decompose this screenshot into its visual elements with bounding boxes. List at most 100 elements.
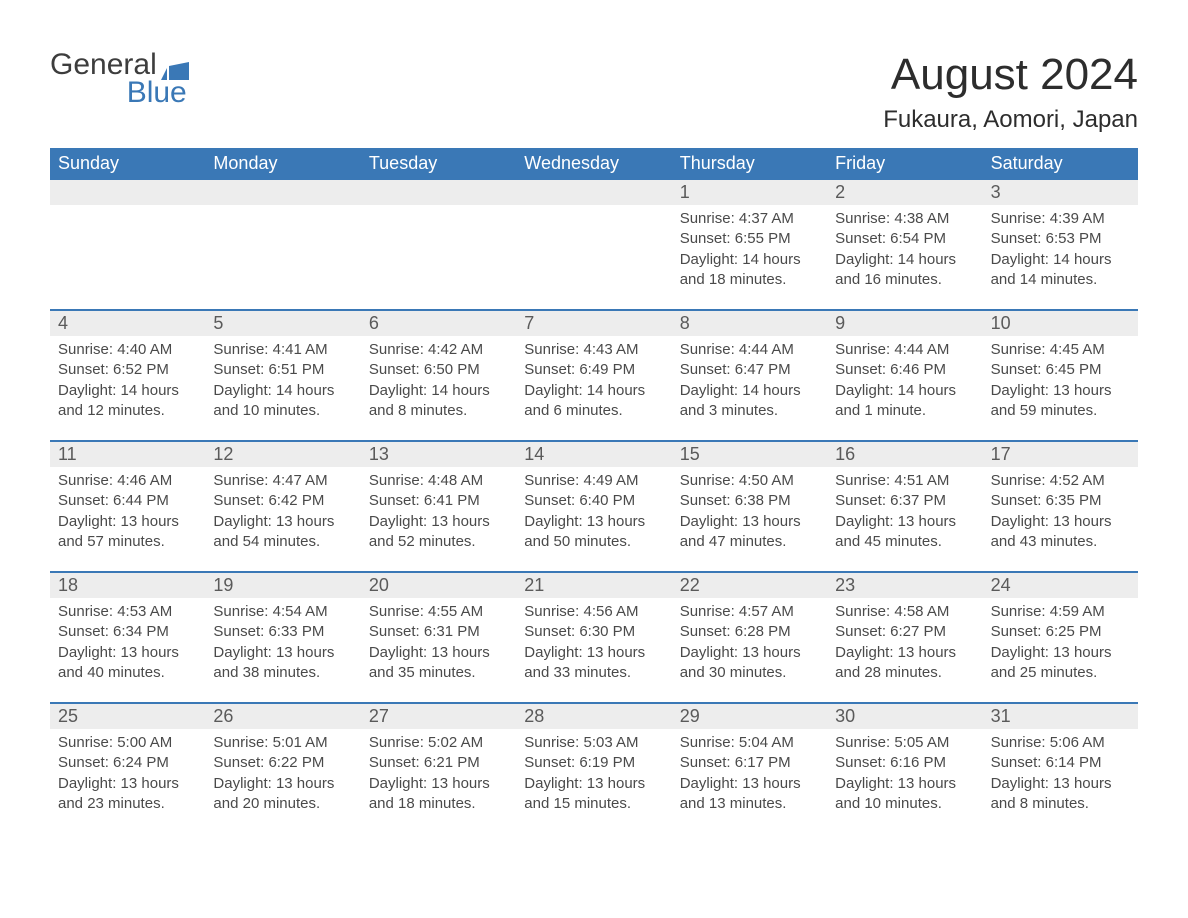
title-block: August 2024 Fukaura, Aomori, Japan (883, 50, 1138, 134)
day-detail-cell: Sunrise: 4:55 AMSunset: 6:31 PMDaylight:… (361, 598, 516, 688)
daylight-line: Daylight: 13 hours and 18 minutes. (369, 774, 508, 815)
day-detail-cell: Sunrise: 5:06 AMSunset: 6:14 PMDaylight:… (983, 729, 1138, 819)
dow-header: Friday (827, 148, 982, 180)
sunrise-line: Sunrise: 5:00 AM (58, 733, 197, 753)
sunset-line: Sunset: 6:34 PM (58, 622, 197, 642)
day-detail-cell: Sunrise: 4:44 AMSunset: 6:46 PMDaylight:… (827, 336, 982, 426)
sunset-line: Sunset: 6:25 PM (991, 622, 1130, 642)
sunset-line: Sunset: 6:35 PM (991, 491, 1130, 511)
sunrise-line: Sunrise: 5:01 AM (213, 733, 352, 753)
daylight-line: Daylight: 14 hours and 12 minutes. (58, 381, 197, 422)
sunrise-line: Sunrise: 4:58 AM (835, 602, 974, 622)
day-number-cell: 15 (672, 442, 827, 467)
location-subtitle: Fukaura, Aomori, Japan (883, 106, 1138, 134)
sunrise-line: Sunrise: 4:38 AM (835, 209, 974, 229)
sunrise-line: Sunrise: 4:48 AM (369, 471, 508, 491)
sunrise-line: Sunrise: 4:42 AM (369, 340, 508, 360)
day-number-cell: 28 (516, 704, 671, 729)
daylight-line: Daylight: 14 hours and 10 minutes. (213, 381, 352, 422)
sunrise-line: Sunrise: 4:43 AM (524, 340, 663, 360)
sunrise-line: Sunrise: 4:37 AM (680, 209, 819, 229)
day-detail-cell: Sunrise: 5:05 AMSunset: 6:16 PMDaylight:… (827, 729, 982, 819)
day-number-cell: 3 (983, 180, 1138, 205)
sunrise-line: Sunrise: 4:56 AM (524, 602, 663, 622)
day-number-cell: 22 (672, 573, 827, 598)
daylight-line: Daylight: 14 hours and 3 minutes. (680, 381, 819, 422)
day-detail-cell: Sunrise: 4:42 AMSunset: 6:50 PMDaylight:… (361, 336, 516, 426)
day-detail-cell: Sunrise: 4:49 AMSunset: 6:40 PMDaylight:… (516, 467, 671, 557)
day-number-cell: 18 (50, 573, 205, 598)
sunrise-line: Sunrise: 5:03 AM (524, 733, 663, 753)
dow-header: Wednesday (516, 148, 671, 180)
day-detail-cell (205, 205, 360, 295)
day-detail-cell: Sunrise: 5:01 AMSunset: 6:22 PMDaylight:… (205, 729, 360, 819)
day-detail-cell: Sunrise: 4:43 AMSunset: 6:49 PMDaylight:… (516, 336, 671, 426)
day-detail-cell: Sunrise: 4:52 AMSunset: 6:35 PMDaylight:… (983, 467, 1138, 557)
day-number-cell: 27 (361, 704, 516, 729)
month-title: August 2024 (883, 50, 1138, 100)
daylight-line: Daylight: 14 hours and 1 minute. (835, 381, 974, 422)
daylight-line: Daylight: 14 hours and 16 minutes. (835, 250, 974, 291)
daylight-line: Daylight: 13 hours and 47 minutes. (680, 512, 819, 553)
day-detail-cell: Sunrise: 4:47 AMSunset: 6:42 PMDaylight:… (205, 467, 360, 557)
sunrise-line: Sunrise: 4:59 AM (991, 602, 1130, 622)
daylight-line: Daylight: 13 hours and 23 minutes. (58, 774, 197, 815)
sunrise-line: Sunrise: 4:44 AM (835, 340, 974, 360)
sunset-line: Sunset: 6:44 PM (58, 491, 197, 511)
day-number-cell (50, 180, 205, 205)
sunrise-line: Sunrise: 4:39 AM (991, 209, 1130, 229)
sunrise-line: Sunrise: 4:51 AM (835, 471, 974, 491)
daylight-line: Daylight: 13 hours and 8 minutes. (991, 774, 1130, 815)
daylight-line: Daylight: 13 hours and 33 minutes. (524, 643, 663, 684)
sunrise-line: Sunrise: 5:04 AM (680, 733, 819, 753)
sunrise-line: Sunrise: 4:49 AM (524, 471, 663, 491)
day-detail-cell: Sunrise: 4:41 AMSunset: 6:51 PMDaylight:… (205, 336, 360, 426)
day-detail-cell: Sunrise: 5:04 AMSunset: 6:17 PMDaylight:… (672, 729, 827, 819)
daylight-line: Daylight: 13 hours and 25 minutes. (991, 643, 1130, 684)
daylight-line: Daylight: 14 hours and 14 minutes. (991, 250, 1130, 291)
sunset-line: Sunset: 6:21 PM (369, 753, 508, 773)
sunset-line: Sunset: 6:24 PM (58, 753, 197, 773)
day-detail-cell: Sunrise: 4:46 AMSunset: 6:44 PMDaylight:… (50, 467, 205, 557)
day-number-cell: 17 (983, 442, 1138, 467)
header: General Blue August 2024 Fukaura, Aomori… (50, 50, 1138, 134)
daylight-line: Daylight: 13 hours and 45 minutes. (835, 512, 974, 553)
sunset-line: Sunset: 6:37 PM (835, 491, 974, 511)
day-number-cell (516, 180, 671, 205)
calendar-grid: SundayMondayTuesdayWednesdayThursdayFrid… (50, 148, 1138, 819)
day-number-cell: 16 (827, 442, 982, 467)
sunrise-line: Sunrise: 4:47 AM (213, 471, 352, 491)
sunset-line: Sunset: 6:16 PM (835, 753, 974, 773)
daylight-line: Daylight: 13 hours and 40 minutes. (58, 643, 197, 684)
daylight-line: Daylight: 13 hours and 10 minutes. (835, 774, 974, 815)
sunrise-line: Sunrise: 4:55 AM (369, 602, 508, 622)
sunrise-line: Sunrise: 4:50 AM (680, 471, 819, 491)
sunset-line: Sunset: 6:45 PM (991, 360, 1130, 380)
daylight-line: Daylight: 14 hours and 8 minutes. (369, 381, 508, 422)
day-number-cell: 20 (361, 573, 516, 598)
sunset-line: Sunset: 6:54 PM (835, 229, 974, 249)
day-number-cell: 25 (50, 704, 205, 729)
day-detail-cell: Sunrise: 4:48 AMSunset: 6:41 PMDaylight:… (361, 467, 516, 557)
daylight-line: Daylight: 13 hours and 43 minutes. (991, 512, 1130, 553)
day-number-cell: 21 (516, 573, 671, 598)
dow-header: Thursday (672, 148, 827, 180)
sunset-line: Sunset: 6:22 PM (213, 753, 352, 773)
day-number-cell: 2 (827, 180, 982, 205)
day-number-cell: 10 (983, 311, 1138, 336)
sunset-line: Sunset: 6:19 PM (524, 753, 663, 773)
daylight-line: Daylight: 13 hours and 54 minutes. (213, 512, 352, 553)
sunset-line: Sunset: 6:40 PM (524, 491, 663, 511)
sunset-line: Sunset: 6:33 PM (213, 622, 352, 642)
day-number-cell: 11 (50, 442, 205, 467)
logo: General Blue (50, 50, 189, 108)
sunset-line: Sunset: 6:55 PM (680, 229, 819, 249)
day-detail-cell: Sunrise: 4:50 AMSunset: 6:38 PMDaylight:… (672, 467, 827, 557)
sunset-line: Sunset: 6:14 PM (991, 753, 1130, 773)
sunrise-line: Sunrise: 4:52 AM (991, 471, 1130, 491)
dow-header: Sunday (50, 148, 205, 180)
sunset-line: Sunset: 6:41 PM (369, 491, 508, 511)
logo-word2: Blue (50, 78, 189, 108)
daylight-line: Daylight: 13 hours and 38 minutes. (213, 643, 352, 684)
day-detail-cell: Sunrise: 4:57 AMSunset: 6:28 PMDaylight:… (672, 598, 827, 688)
